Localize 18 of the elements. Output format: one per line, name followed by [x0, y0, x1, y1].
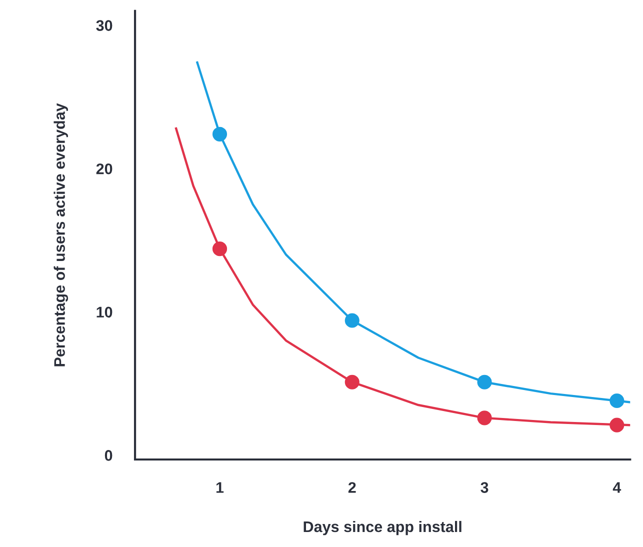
y-tick-label: 0 [104, 450, 112, 461]
point [212, 242, 228, 256]
x-tick-label: 3 [480, 482, 488, 493]
x-axis-title: Days since app install [304, 520, 462, 536]
y-tick-label: 20 [96, 163, 112, 174]
point [212, 126, 228, 142]
point [477, 410, 492, 426]
x-tick-label: 4 [612, 482, 622, 493]
point [610, 418, 624, 432]
point [477, 374, 492, 390]
x-tick-label: 1 [216, 482, 224, 493]
point [610, 393, 624, 408]
x-tick-label: 2 [348, 482, 356, 493]
y-tick-label: 30 [96, 20, 112, 31]
point [344, 374, 360, 390]
y-axis-title: Percentage of users active everyday [54, 103, 68, 366]
point [344, 313, 360, 328]
y-tick-label: 10 [96, 306, 112, 318]
